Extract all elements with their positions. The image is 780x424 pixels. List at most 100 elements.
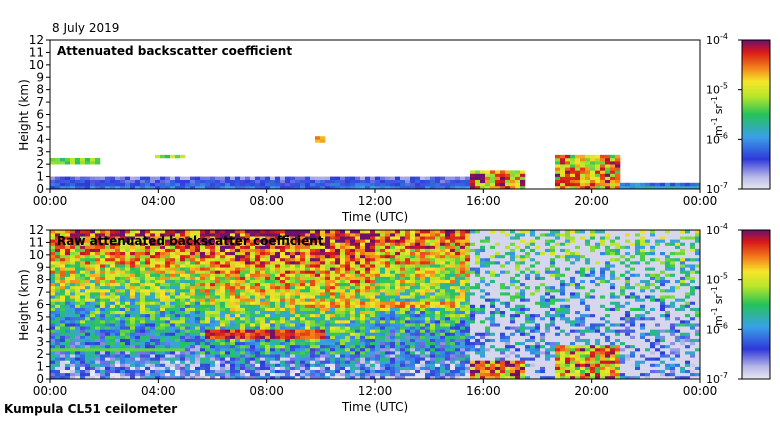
heatmap-cell [105,326,110,329]
heatmap-cell [585,158,590,161]
heatmap-cell [450,273,455,276]
heatmap-cell [470,314,475,317]
heatmap-cell [65,332,70,335]
heatmap-cell [495,314,500,317]
heatmap-cell [240,363,245,366]
heatmap-cell [135,373,140,376]
heatmap-cell [325,280,330,283]
heatmap-cell [385,177,390,180]
heatmap-cell [195,339,200,342]
heatmap-cell [185,292,190,295]
heatmap-cell [320,177,325,180]
heatmap-cell [120,255,125,258]
heatmap-cell [380,183,385,186]
heatmap-cell [165,258,170,261]
heatmap-cell [215,342,220,345]
heatmap-cell [455,239,460,242]
heatmap-cell [350,332,355,335]
heatmap-cell [345,261,350,264]
heatmap-cell [315,261,320,264]
heatmap-cell [65,348,70,351]
heatmap-cell [115,286,120,289]
heatmap-cell [115,363,120,366]
heatmap-cell [130,373,135,376]
heatmap-cell [145,255,150,258]
heatmap-cell [140,342,145,345]
heatmap-cell [305,270,310,273]
heatmap-cell [65,258,70,261]
heatmap-cell [115,370,120,373]
heatmap-cell [375,360,380,363]
heatmap-cell [130,329,135,332]
heatmap-cell [360,320,365,323]
heatmap-cell [255,354,260,357]
heatmap-cell [70,342,75,345]
heatmap-cell [130,311,135,314]
heatmap-cell [260,273,265,276]
heatmap-cell [95,180,100,183]
heatmap-cell [335,301,340,304]
heatmap-cell [335,314,340,317]
heatmap-cell [430,230,435,233]
heatmap-cell [235,270,240,273]
heatmap-cell [205,277,210,280]
heatmap-cell [330,311,335,314]
heatmap-cell [425,273,430,276]
heatmap-cell [245,326,250,329]
heatmap-cell [250,283,255,286]
heatmap-cell [150,311,155,314]
heatmap-cell [270,180,275,183]
heatmap-cell [370,329,375,332]
heatmap-cell [205,363,210,366]
heatmap-cell [200,277,205,280]
heatmap-cell [235,258,240,261]
heatmap-cell [475,357,480,360]
heatmap-cell [390,273,395,276]
heatmap-cell [350,298,355,301]
heatmap-cell [145,370,150,373]
heatmap-cell [90,317,95,320]
heatmap-cell [175,323,180,326]
heatmap-cell [450,286,455,289]
heatmap-cell [290,289,295,292]
heatmap-cell [400,360,405,363]
heatmap-cell [135,289,140,292]
heatmap-cell [210,177,215,180]
heatmap-cell [330,342,335,345]
heatmap-cell [565,155,570,158]
heatmap-cell [405,261,410,264]
heatmap-cell [150,308,155,311]
heatmap-cell [225,367,230,370]
heatmap-cell [460,298,465,301]
heatmap-cell [255,314,260,317]
heatmap-cell [325,345,330,348]
heatmap-cell [325,252,330,255]
heatmap-cell [95,252,100,255]
heatmap-cell [410,323,415,326]
heatmap-cell [235,177,240,180]
heatmap-cell [330,295,335,298]
heatmap-cell [470,170,475,173]
heatmap-cell [210,332,215,335]
heatmap-cell [145,301,150,304]
heatmap-cell [125,363,130,366]
heatmap-cell [145,280,150,283]
heatmap-cell [335,342,340,345]
heatmap-cell [165,351,170,354]
heatmap-cell [675,183,680,186]
heatmap-cell [305,280,310,283]
heatmap-cell [515,173,520,176]
heatmap-cell [115,277,120,280]
heatmap-cell [350,255,355,258]
heatmap-cell [290,295,295,298]
heatmap-cell [495,239,500,242]
heatmap-cell [410,264,415,267]
heatmap-cell [345,345,350,348]
heatmap-cell [370,239,375,242]
heatmap-cell [155,317,160,320]
heatmap-cell [50,270,55,273]
heatmap-cell [425,183,430,186]
heatmap-cell [195,292,200,295]
heatmap-cell [100,373,105,376]
